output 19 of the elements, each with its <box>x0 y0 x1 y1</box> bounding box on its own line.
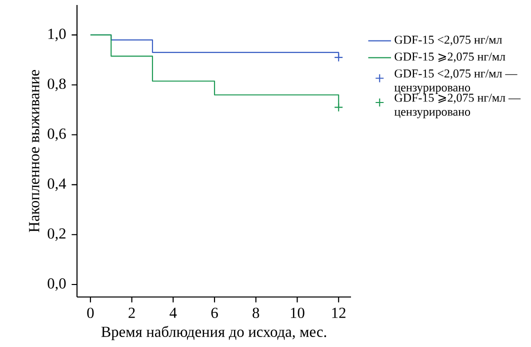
y-axis-title: Накопленное выживание <box>29 70 40 232</box>
y-tick-label: 0,8 <box>48 78 66 92</box>
legend-label: GDF-15 ⩾2,075 нг/мл <box>394 52 506 62</box>
x-tick-label: 6 <box>211 308 218 318</box>
x-tick-label: 2 <box>128 308 135 318</box>
x-tick-label: 10 <box>290 308 304 318</box>
y-tick-label: 1,0 <box>48 28 66 42</box>
x-tick-label: 4 <box>170 308 177 318</box>
y-tick-label: 0,6 <box>48 128 66 142</box>
x-tick-label: 12 <box>332 308 346 318</box>
y-tick-label: 0,0 <box>48 278 66 291</box>
x-tick-label: 8 <box>252 308 260 318</box>
x-tick-label: 0 <box>87 308 94 318</box>
x-axis-title: Время наблюдения до исхода, мес. <box>101 326 326 340</box>
legend-label: GDF-15 ⩾2,075 нг/мл — цензурировано <box>394 94 521 118</box>
legend-label: GDF-15 <2,075 нг/мл <box>394 36 502 46</box>
legend-label: GDF-15 <2,075 нг/мл — цензурировано <box>394 69 518 94</box>
y-tick-label: 0,4 <box>48 178 66 191</box>
y-tick-label: 0,2 <box>48 228 66 241</box>
